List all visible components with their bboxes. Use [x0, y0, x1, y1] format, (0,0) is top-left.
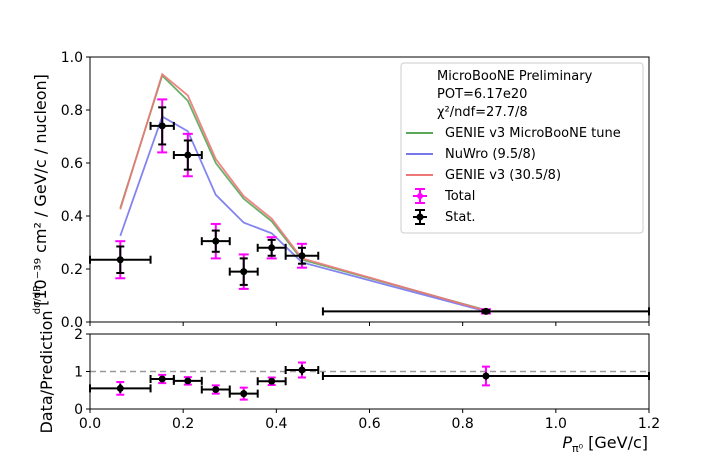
data-point	[268, 244, 276, 252]
data-points	[89, 98, 650, 316]
top-y-axis-title: [10⁻³⁹ cm² / GeV/c / nucleon]	[31, 74, 50, 306]
ratio-point	[184, 377, 192, 385]
x-tick-label: 0.2	[172, 416, 194, 432]
ratio-axes-frame	[89, 333, 650, 410]
ratio-point	[268, 377, 276, 385]
ratio-point	[482, 372, 490, 380]
legend-header-line: POT=6.17e20	[437, 87, 527, 102]
ratio-point	[158, 375, 166, 383]
data-point	[212, 237, 220, 245]
series-line	[119, 72, 487, 312]
ratio-points	[89, 361, 650, 401]
legend-series-label: GENIE v3 MicroBooNE tune	[445, 126, 621, 141]
data-point	[298, 252, 306, 260]
ratio-y-axis-title: Data/Prediction	[37, 310, 56, 433]
data-point	[240, 268, 248, 276]
ratio-point	[298, 366, 306, 374]
ratio-point	[240, 390, 248, 398]
top-axes-frame	[89, 56, 650, 323]
top-y-tick-label: 0.2	[61, 262, 83, 278]
series-line	[119, 73, 487, 311]
ratio-point	[212, 386, 220, 393]
legend-stat-label: Stat.	[445, 210, 476, 225]
ratio-y-axis-label: Data/Prediction	[37, 310, 56, 433]
legend-total-label: Total	[444, 189, 475, 204]
data-point	[184, 151, 192, 159]
ratio-ticks: 0 1 2 0.0 0.2 0.4 0.6 0.8 1.0 1.2	[74, 327, 660, 432]
legend: MicroBooNE Preliminary POT=6.17e20 χ²/ndf=…	[400, 62, 644, 234]
ratio-y-tick-label: 1	[74, 365, 83, 381]
ratio-y-tick-label: 0	[74, 402, 83, 418]
top-y-axis-label: [10⁻³⁹ cm² / GeV/c / nucleon]dσ/dP	[31, 74, 50, 314]
x-tick-label: 1.0	[545, 416, 567, 432]
top-y-tick-label: 0.0	[61, 315, 83, 331]
x-tick-label: 0.8	[452, 416, 474, 432]
x-tick-label: 0.4	[265, 416, 287, 432]
x-axis-label: Pπ⁰ [GeV/c]	[562, 433, 648, 455]
x-tick-label: 0.6	[358, 416, 380, 432]
ratio-point	[116, 384, 124, 392]
legend-stat-marker	[416, 213, 424, 221]
top-y-tick-label: 1.0	[61, 50, 83, 66]
top-y-tick-label: 0.4	[61, 209, 83, 225]
legend-header-line: χ²/ndf=27.7/8	[437, 105, 528, 120]
top-y-tick-label: 0.8	[61, 103, 83, 119]
top-panel: 0.0 0.2 0.4 0.6 0.8 1.0 MicroBooNE Preliminar…	[31, 50, 650, 331]
legend-series-label: GENIE v3 (30.5/8)	[445, 168, 561, 183]
legend-header-line: MicroBooNE Preliminary	[437, 69, 593, 84]
model-series	[119, 72, 487, 313]
x-tick-label: 0.0	[79, 416, 101, 432]
legend-series-label: NuWro (9.5/8)	[445, 147, 536, 162]
top-y-tick-label: 0.6	[61, 156, 83, 172]
data-point	[482, 307, 490, 315]
series-line	[119, 115, 487, 313]
x-axis-title: Pπ⁰ [GeV/c]	[562, 433, 648, 455]
x-tick-label: 1.2	[638, 416, 660, 432]
data-point	[116, 256, 124, 264]
legend-total-marker	[417, 193, 423, 199]
top-y-axis-prefix: dσ/dP	[32, 286, 43, 314]
top-ticks: 0.0 0.2 0.4 0.6 0.8 1.0	[61, 50, 650, 331]
legend-frame	[400, 62, 644, 234]
data-point	[158, 122, 166, 130]
ratio-y-tick-label: 2	[74, 327, 83, 343]
